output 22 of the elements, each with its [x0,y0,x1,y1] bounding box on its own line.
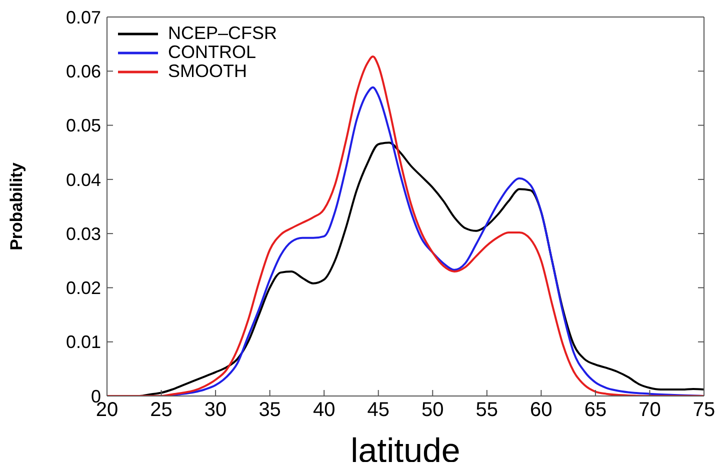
x-tick-label: 25 [150,399,172,422]
y-tick-label: 0.04 [66,170,101,190]
x-tick-label: 40 [312,399,336,422]
x-tick-label: 55 [476,399,498,422]
x-tick-label: 50 [422,399,444,422]
legend-label: SMOOTH [168,61,247,81]
x-tick-label: 45 [367,399,390,422]
y-axis-title: Probability [7,162,26,250]
x-tick-label: 70 [638,399,661,422]
y-tick-label: 0.07 [66,7,101,28]
y-tick-label: 0.03 [66,224,101,244]
y-tick-label: 0.01 [66,332,101,352]
y-tick-label: 0.05 [66,116,101,136]
x-tick-label: 75 [692,399,716,422]
x-tick-label: 60 [530,399,552,422]
legend-label: NCEP–CFSR [168,23,278,43]
y-tick-label: 0.06 [66,62,101,82]
x-tick-label: 30 [204,399,227,422]
legend-label: CONTROL [168,42,256,62]
x-tick-label: 65 [584,399,607,422]
x-tick-label: 35 [258,399,281,422]
y-tick-label: 0.02 [66,278,101,298]
